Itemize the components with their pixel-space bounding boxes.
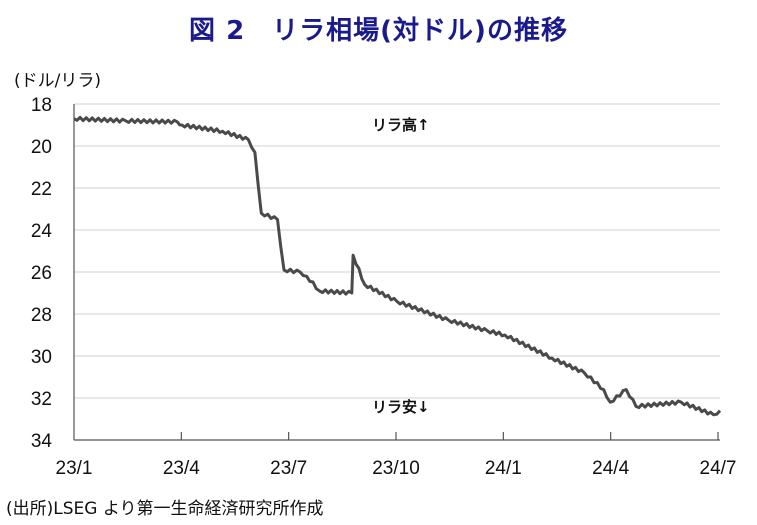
x-tick-label: 24/7 <box>700 458 737 479</box>
y-tick-label: 22 <box>31 179 52 200</box>
x-tick-label: 23/7 <box>270 458 307 479</box>
source-note: (出所)LSEG より第一生命経済研究所作成 <box>6 499 324 519</box>
y-tick-label: 34 <box>31 431 53 452</box>
y-tick-label: 26 <box>31 263 52 284</box>
x-axis-ticks: 23/1 23/4 23/7 23/10 24/1 24/4 24/7 <box>56 432 737 479</box>
annotation-lira-strong: リラ高↑ <box>372 116 430 134</box>
lira-rate-line <box>73 115 722 417</box>
x-tick-label: 24/1 <box>485 458 522 479</box>
y-tick-label: 32 <box>31 389 52 410</box>
y-tick-label: 28 <box>31 305 52 326</box>
x-tick-label: 23/1 <box>56 458 93 479</box>
y-axis-ticks: 18 20 22 24 26 28 30 32 34 <box>31 95 53 452</box>
y-tick-label: 20 <box>31 137 52 158</box>
x-tick-label: 23/4 <box>163 458 200 479</box>
x-tick-label: 24/4 <box>592 458 629 479</box>
y-axis-unit-label: (ドル/リラ) <box>14 71 101 91</box>
y-tick-label: 30 <box>31 347 52 368</box>
gridlines <box>74 103 720 399</box>
chart-title: 図 2 リラ相場(対ドル)の推移 <box>189 16 568 46</box>
y-tick-label: 18 <box>31 95 52 116</box>
y-tick-label: 24 <box>31 221 53 242</box>
annotation-lira-weak: リラ安↓ <box>372 398 430 416</box>
x-tick-label: 23/10 <box>372 458 420 479</box>
